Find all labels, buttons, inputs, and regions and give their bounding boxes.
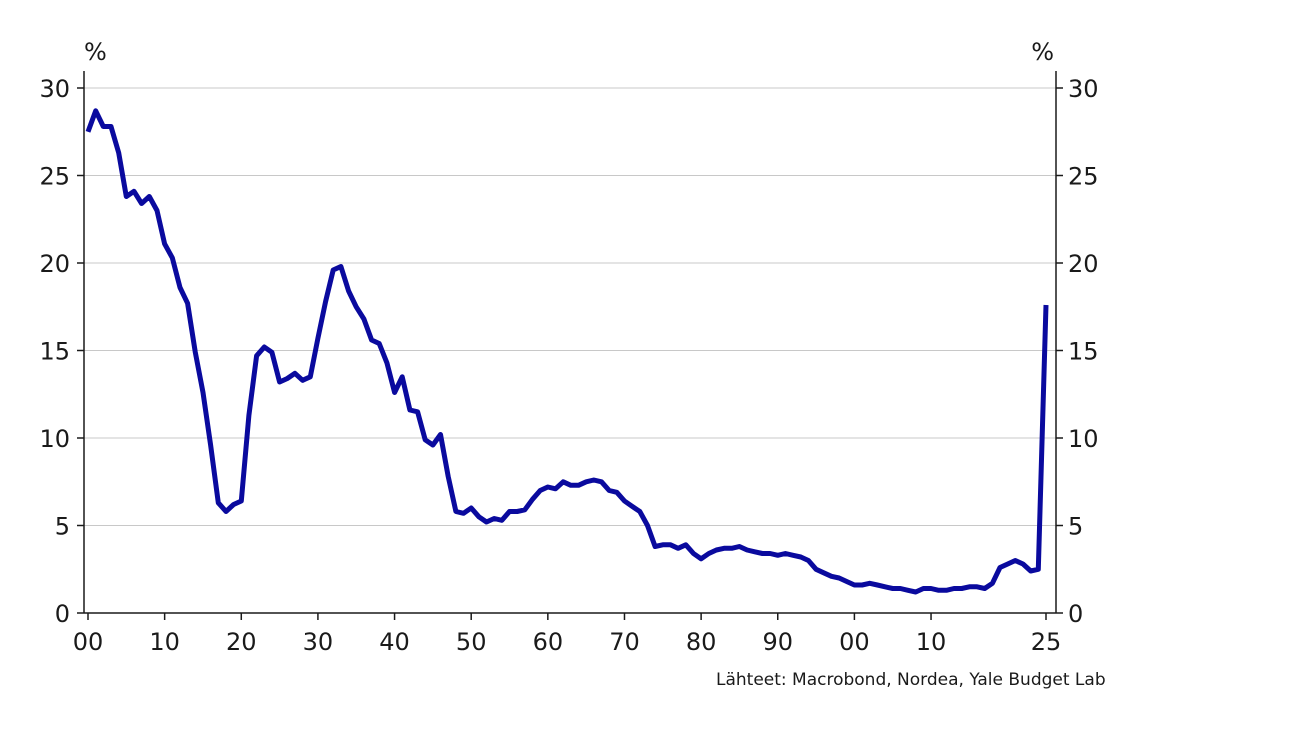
x-tick-label: 25: [1031, 628, 1062, 656]
y-tick-label-left: 25: [39, 163, 70, 191]
x-axis-ticks: 00 10 20 30 40 50 60 70 80 90 00 10 25: [73, 613, 1062, 656]
x-tick-label: 80: [686, 628, 717, 656]
y-tick-label-right: 0: [1068, 600, 1083, 628]
y-tick-label-left: 15: [39, 338, 70, 366]
axes: [83, 71, 1057, 614]
gridlines: [84, 87, 1056, 526]
right-y-unit: %: [1031, 38, 1054, 66]
x-tick-label: 30: [303, 628, 334, 656]
x-tick-label: 10: [916, 628, 947, 656]
x-tick-label: 10: [149, 628, 180, 656]
y-tick-label-left: 20: [39, 250, 70, 278]
x-tick-label: 00: [73, 628, 104, 656]
y-tick-label-right: 30: [1068, 75, 1099, 103]
y-tick-label-right: 10: [1068, 425, 1099, 453]
y-tick-label-right: 20: [1068, 250, 1099, 278]
x-tick-label: 90: [762, 628, 793, 656]
x-tick-label: 60: [533, 628, 564, 656]
y-tick-label-left: 0: [55, 600, 70, 628]
left-y-axis-ticks: 0 5 10 15 20 25 30: [39, 75, 84, 628]
y-tick-label-left: 10: [39, 425, 70, 453]
series-group: [85, 108, 1049, 595]
x-tick-label: 20: [226, 628, 257, 656]
y-tick-label-right: 15: [1068, 338, 1099, 366]
y-tick-label-left: 5: [55, 513, 70, 541]
series-line: [85, 108, 1049, 595]
right-y-axis-ticks: 0 5 10 15 20 25 30: [1056, 75, 1099, 628]
x-tick-label: 00: [839, 628, 870, 656]
source-note: Lähteet: Macrobond, Nordea, Yale Budget …: [716, 670, 1106, 690]
y-tick-label-left: 30: [39, 75, 70, 103]
x-tick-label: 50: [456, 628, 487, 656]
x-tick-label: 70: [609, 628, 640, 656]
y-tick-label-right: 25: [1068, 163, 1099, 191]
x-tick-label: 40: [379, 628, 410, 656]
left-y-unit: %: [84, 38, 107, 66]
y-tick-label-right: 5: [1068, 513, 1083, 541]
